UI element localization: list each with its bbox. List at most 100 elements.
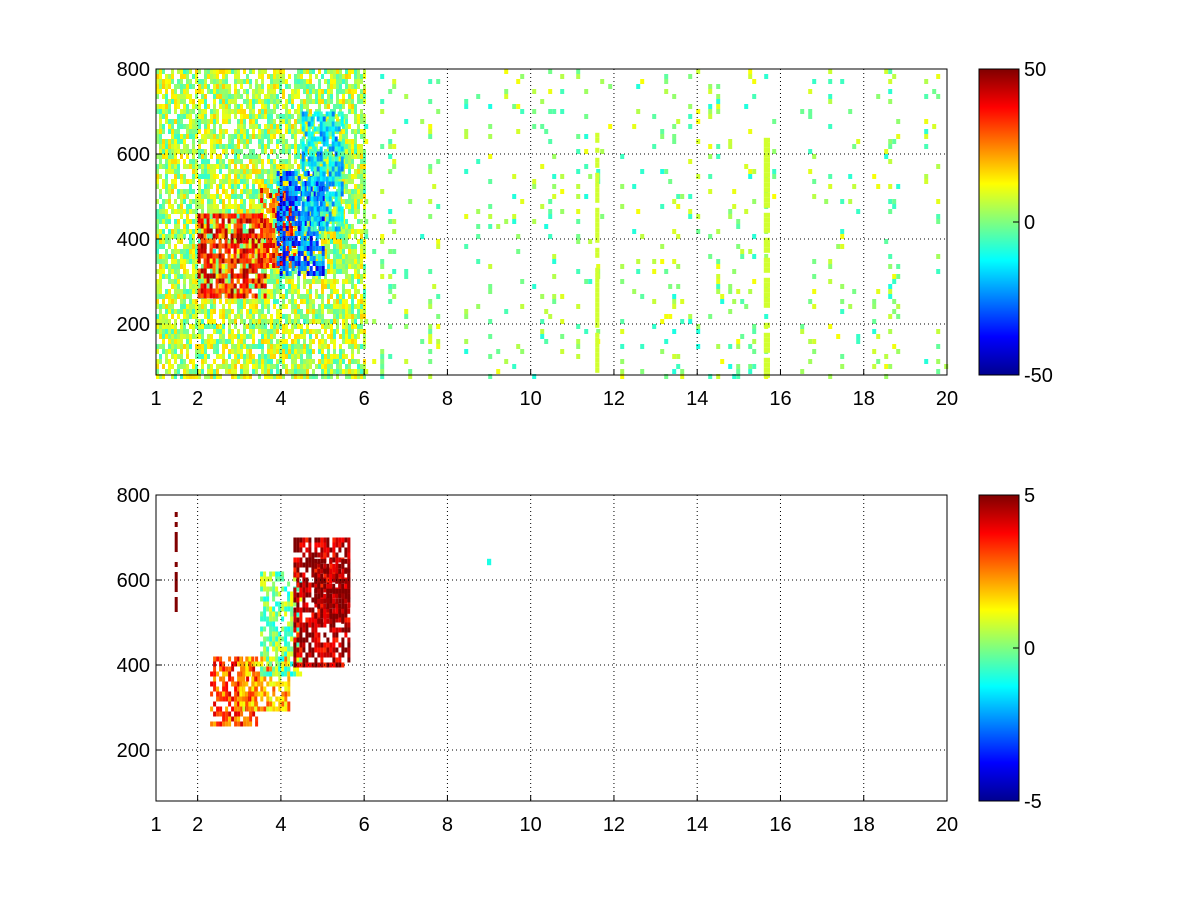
heatmap-cell bbox=[210, 154, 213, 159]
heatmap-cell bbox=[297, 241, 301, 246]
heatmap-cell bbox=[237, 214, 240, 219]
heatmap-cell bbox=[595, 252, 600, 258]
heatmap-cell bbox=[252, 184, 255, 189]
heatmap-cell bbox=[428, 299, 433, 304]
heatmap-cell bbox=[340, 156, 344, 162]
heatmap-cell bbox=[488, 224, 493, 229]
heatmap-cell bbox=[183, 309, 186, 314]
heatmap-cell bbox=[321, 364, 324, 369]
heatmap-cell bbox=[230, 233, 234, 239]
heatmap-cell bbox=[267, 124, 270, 129]
heatmap-cell bbox=[548, 199, 553, 204]
heatmap-cell bbox=[270, 324, 273, 329]
heatmap-cell bbox=[240, 264, 243, 269]
heatmap-cell bbox=[162, 114, 165, 119]
heatmap-cell bbox=[310, 221, 314, 227]
heatmap-cell bbox=[330, 374, 333, 379]
heatmap-cell bbox=[225, 179, 228, 184]
heatmap-cell bbox=[327, 234, 330, 239]
heatmap-cell bbox=[763, 267, 770, 273]
heatmap-cell bbox=[213, 69, 216, 74]
heatmap-cell bbox=[345, 259, 348, 264]
heatmap-cell bbox=[309, 344, 312, 349]
heatmap-cell bbox=[252, 109, 255, 114]
heatmap-cell bbox=[201, 324, 204, 329]
heatmap-cell bbox=[315, 211, 319, 216]
heatmap-cell bbox=[156, 224, 159, 229]
heatmap-cell bbox=[342, 254, 345, 259]
heatmap-cell bbox=[273, 344, 276, 349]
heatmap-cell bbox=[225, 359, 228, 364]
heatmap-cell bbox=[246, 134, 249, 139]
heatmap-cell bbox=[306, 364, 309, 369]
heatmap-cell bbox=[216, 94, 219, 99]
heatmap-cell bbox=[728, 289, 733, 294]
heatmap-cell bbox=[315, 334, 318, 339]
heatmap-cell bbox=[595, 237, 600, 243]
heatmap-cell bbox=[294, 174, 297, 179]
heatmap-cell bbox=[763, 177, 770, 183]
heatmap-cell bbox=[207, 324, 210, 329]
heatmap-cell bbox=[330, 354, 333, 359]
heatmap-cell bbox=[198, 329, 201, 334]
heatmap-cell bbox=[325, 126, 329, 132]
heatmap-cell bbox=[301, 166, 305, 172]
heatmap-cell bbox=[228, 174, 231, 179]
heatmap-cell bbox=[192, 329, 195, 334]
heatmap-cell bbox=[206, 263, 210, 269]
heatmap-cell bbox=[300, 231, 304, 236]
heatmap-cell bbox=[267, 364, 270, 369]
heatmap-cell bbox=[560, 349, 565, 354]
heatmap-cell bbox=[357, 329, 360, 334]
heatmap-cell bbox=[270, 364, 273, 369]
heatmap-cell bbox=[174, 329, 177, 334]
heatmap-cell bbox=[828, 184, 833, 189]
heatmap-cell bbox=[237, 334, 240, 339]
heatmap-cell bbox=[728, 209, 733, 214]
heatmap-cell bbox=[162, 244, 165, 249]
heatmap-cell bbox=[275, 223, 279, 228]
heatmap-cell bbox=[258, 139, 261, 144]
heatmap-cell bbox=[732, 189, 737, 194]
heatmap-cell bbox=[306, 309, 309, 314]
heatmap-cell bbox=[195, 319, 198, 324]
heatmap-cell bbox=[252, 159, 255, 164]
heatmap-cell bbox=[222, 149, 225, 154]
heatmap-cell bbox=[348, 264, 351, 269]
heatmap-cell bbox=[252, 314, 255, 319]
heatmap-cell bbox=[168, 119, 171, 124]
heatmap-cell bbox=[273, 329, 276, 334]
heatmap-cell bbox=[345, 74, 348, 79]
heatmap-cell bbox=[301, 156, 305, 162]
heatmap-cell bbox=[300, 251, 304, 256]
heatmap-cell bbox=[240, 139, 243, 144]
heatmap-cell bbox=[354, 139, 357, 144]
heatmap-cell bbox=[896, 264, 901, 269]
heatmap-cell bbox=[676, 119, 681, 124]
heatmap-cell bbox=[267, 174, 270, 179]
heatmap-cell bbox=[342, 354, 345, 359]
heatmap-cell bbox=[171, 179, 174, 184]
heatmap-cell bbox=[888, 199, 893, 204]
heatmap-cell bbox=[360, 129, 363, 134]
heatmap-cell bbox=[532, 374, 537, 379]
heatmap-cell bbox=[252, 69, 255, 74]
heatmap-cell bbox=[251, 263, 255, 269]
heatmap-cell bbox=[222, 104, 225, 109]
heatmap-cell bbox=[210, 721, 214, 727]
heatmap-cell bbox=[310, 181, 314, 187]
heatmap-cell bbox=[884, 374, 889, 379]
heatmap-cell bbox=[237, 139, 240, 144]
heatmap-cell bbox=[198, 154, 201, 159]
heatmap-cell bbox=[204, 219, 207, 224]
heatmap-cell bbox=[828, 259, 833, 264]
heatmap-cell bbox=[246, 174, 249, 179]
heatmap-cell bbox=[197, 243, 201, 249]
heatmap-cell bbox=[328, 151, 332, 157]
heatmap-cell bbox=[197, 293, 201, 299]
heatmap-cell bbox=[732, 299, 737, 304]
heatmap-cell bbox=[264, 329, 267, 334]
heatmap-cell bbox=[336, 314, 339, 319]
heatmap-cell bbox=[231, 696, 235, 702]
heatmap-cell bbox=[512, 194, 517, 199]
